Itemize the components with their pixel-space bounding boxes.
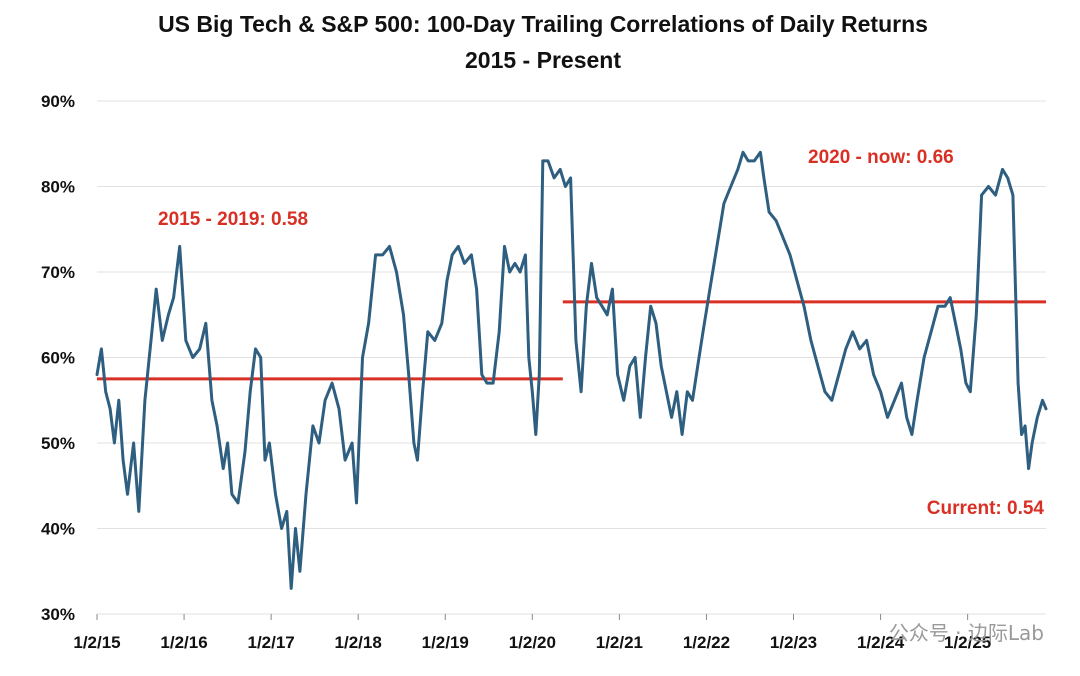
x-tick-label: 1/2/23 — [770, 633, 817, 652]
chart-title: US Big Tech & S&P 500: 100-Day Trailing … — [158, 11, 928, 37]
annotation-2020-now: 2020 - now: 0.66 — [808, 147, 954, 168]
x-tick-label: 1/2/16 — [160, 633, 207, 652]
y-tick-label: 60% — [41, 349, 75, 368]
x-tick-label: 1/2/21 — [596, 633, 643, 652]
chart-subtitle: 2015 - Present — [465, 47, 621, 73]
watermark-text: 公众号 · 边际Lab — [889, 621, 1044, 645]
x-tick-label: 1/2/20 — [509, 633, 556, 652]
annotation-current: Current: 0.54 — [927, 498, 1045, 519]
y-tick-label: 90% — [41, 92, 75, 111]
annotation-2015-2019: 2015 - 2019: 0.58 — [158, 209, 308, 230]
y-tick-label: 30% — [41, 605, 75, 624]
x-tick-label: 1/2/19 — [422, 633, 469, 652]
x-tick-label: 1/2/17 — [247, 633, 294, 652]
series-group — [95, 150, 1048, 590]
x-axis: 1/2/15 1/2/16 1/2/17 1/2/18 1/2/19 1/2/20 1/2/… — [73, 614, 991, 652]
y-tick-label: 50% — [41, 434, 75, 453]
x-tick-label: 1/2/24 — [857, 633, 905, 652]
x-tick-label: 1/2/22 — [683, 633, 730, 652]
y-tick-label: 80% — [41, 178, 75, 197]
average-lines — [97, 300, 1046, 381]
y-axis: 30% 40% 50% 60% 70% 80% 90% — [41, 92, 75, 624]
y-tick-label: 40% — [41, 520, 75, 539]
x-tick-label: 1/2/25 — [944, 633, 991, 652]
y-tick-label: 70% — [41, 263, 75, 282]
x-tick-label: 1/2/18 — [335, 633, 382, 652]
watermark: 公众号 · 边际Lab — [889, 621, 1044, 645]
series-line — [95, 150, 1048, 590]
x-tick-label: 1/2/15 — [73, 633, 120, 652]
